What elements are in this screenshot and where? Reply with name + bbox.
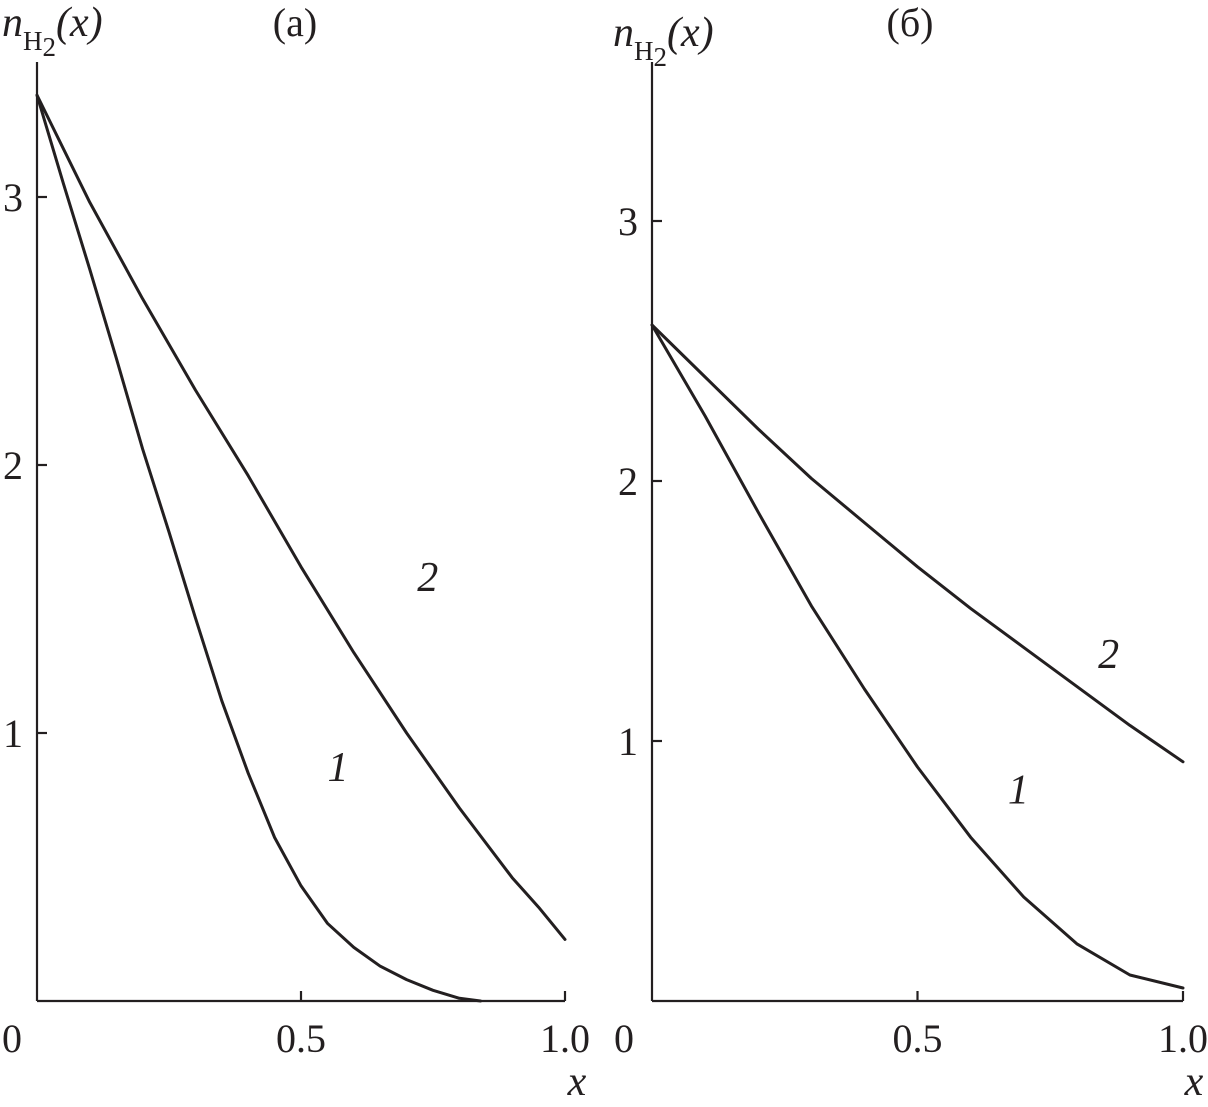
y-axis-label: nH2(x) [2,0,103,62]
y-tick-label: 3 [618,199,638,244]
y-tick-label: 2 [618,459,638,504]
x-tick-label: 0.5 [276,1016,326,1061]
y-label-sub-2: 2 [654,42,668,72]
series-2-label: 2 [1098,632,1119,678]
y-label-n: n [613,10,634,56]
series-1-label: 1 [1008,767,1029,813]
y-label-arg: (x) [56,0,103,46]
series-2-line [650,323,1185,764]
y-tick-label: 1 [3,711,23,756]
y-label-arg: (x) [667,10,714,56]
x-axis-label: x [567,1059,587,1105]
x-tick-label: 0 [2,1016,22,1061]
y-axis-label: nH2(x) [613,10,714,72]
series-2-line [35,93,567,941]
panel-label: (a) [273,0,317,45]
y-label-sub-h: H [23,26,43,56]
series-1-label: 1 [327,745,348,791]
series-2-label: 2 [417,555,438,601]
y-label-n: n [2,0,23,46]
y-tick-label: 1 [618,719,638,764]
series-1-line [650,323,1185,990]
y-tick-label: 3 [3,175,23,220]
series-1-line [35,93,482,1003]
x-axis-label: x [1184,1059,1204,1105]
x-tick-label: 1.0 [1158,1016,1208,1061]
x-tick-label: 0.5 [893,1016,943,1061]
y-tick-label: 2 [3,443,23,488]
panel-label: (б) [887,0,934,45]
y-label-sub-2: 2 [43,32,57,62]
y-label-sub-h: H [634,36,654,66]
x-tick-label: 1.0 [540,1016,590,1061]
x-tick-label: 0 [614,1016,634,1061]
